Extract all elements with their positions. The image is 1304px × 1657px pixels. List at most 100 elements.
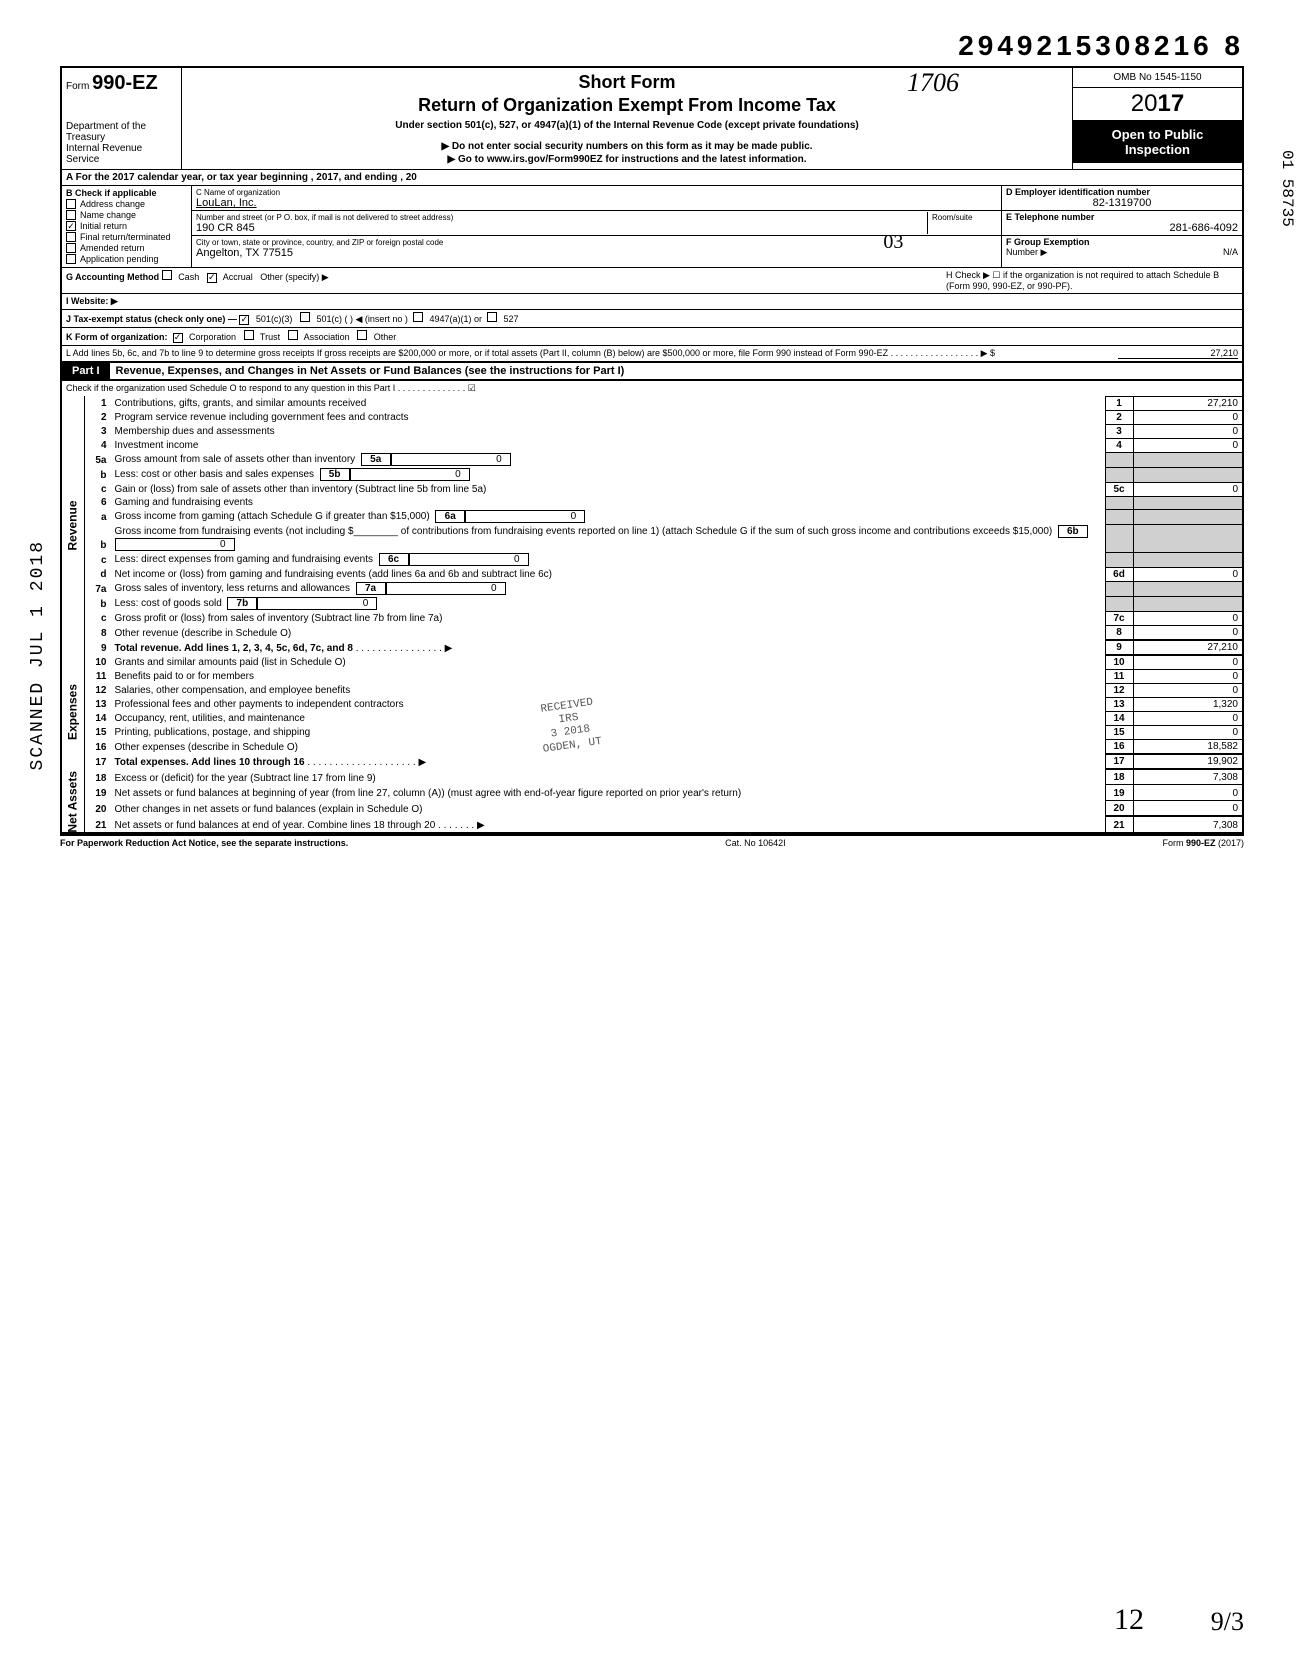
col-b-title: B Check if applicable [66,188,187,198]
line9-desc: Total revenue. Add lines 1, 2, 3, 4, 5c,… [115,643,353,654]
row-j-label: J Tax-exempt status (check only one) — [66,314,237,324]
group: N/A [1223,247,1238,257]
line6c-sub: 6c [379,553,409,566]
chk-amended[interactable] [66,243,76,253]
lbl-final: Final return/terminated [80,232,171,242]
street-label: Number and street (or P O. box, if mail … [196,213,453,222]
row-k: K Form of organization: ✓ Corporation Tr… [60,327,1244,345]
return-title: Return of Organization Exempt From Incom… [190,95,1064,116]
revenue-side: Revenue [61,396,85,655]
line14-desc: Occupancy, rent, utilities, and maintena… [111,711,1106,725]
form-header: Form 990-EZ Department of the Treasury I… [60,66,1244,169]
line4-desc: Investment income [111,438,1106,452]
row-l-amount: 27,210 [1118,348,1238,359]
scanned-stamp: SCANNED JUL 1 2018 [28,540,48,770]
row-j: J Tax-exempt status (check only one) — ✓… [60,309,1244,327]
chk-final[interactable] [66,232,76,242]
lbl-4947: 4947(a)(1) or [429,314,482,324]
line21-amt: 7,308 [1133,816,1243,833]
street: 190 CR 845 [196,222,255,234]
line6c-subamt: 0 [409,553,529,566]
lbl-501c3: 501(c)(3) [256,314,293,324]
chk-other-org[interactable] [357,330,367,340]
line6b-desc: Gross income from fundraising events (no… [115,526,1053,537]
expenses-side: Expenses [61,655,85,769]
footer-right: Form 990-EZ (2017) [1162,838,1244,848]
dept-label: Department of the Treasury [66,121,177,143]
margin-code: 01 58735 [1278,150,1296,227]
line6d-num: 6d [1105,567,1133,581]
lbl-other-org: Other [374,332,397,342]
line3-desc: Membership dues and assessments [111,424,1106,438]
line3-num: 3 [1105,424,1133,438]
line2-amt: 0 [1133,410,1243,424]
line21-num: 21 [1105,816,1133,833]
lbl-corp: Corporation [189,332,236,342]
line15-desc: Printing, publications, postage, and shi… [111,725,1106,739]
under-section: Under section 501(c), 527, or 4947(a)(1)… [190,120,1064,131]
part1-check: Check if the organization used Schedule … [60,381,1244,396]
line7b-desc: Less: cost of goods sold [115,598,222,609]
chk-assoc[interactable] [288,330,298,340]
chk-cash[interactable] [162,270,172,280]
line6-desc: Gaming and fundraising events [111,496,1106,509]
part1-label: Part I [62,363,110,379]
form-number: 990-EZ [92,72,158,94]
line2-num: 2 [1105,410,1133,424]
footer-center: Cat. No 10642I [725,838,786,848]
form-prefix: Form [66,81,89,92]
line1-desc: Contributions, gifts, grants, and simila… [111,396,1106,410]
line14-amt: 0 [1133,711,1243,725]
chk-527[interactable] [487,312,497,322]
chk-501c[interactable] [300,312,310,322]
line6b-sub: 6b [1058,525,1088,538]
group-label: F Group Exemption [1006,237,1090,247]
lbl-name: Name change [80,210,136,220]
line5c-num: 5c [1105,482,1133,496]
group-label2: Number ▶ [1006,247,1047,257]
chk-pending[interactable] [66,254,76,264]
chk-4947[interactable] [413,312,423,322]
year-prefix: 20 [1131,90,1158,117]
line12-amt: 0 [1133,683,1243,697]
row-i: I Website: ▶ [60,293,1244,309]
chk-initial[interactable]: ✓ [66,221,76,231]
chk-name[interactable] [66,210,76,220]
chk-address[interactable] [66,199,76,209]
line4-amt: 0 [1133,438,1243,452]
line1-num: 1 [1105,396,1133,410]
handwritten-03: 03 [883,231,903,254]
footer: For Paperwork Reduction Act Notice, see … [60,834,1244,850]
line21-desc: Net assets or fund balances at end of ye… [115,820,436,831]
line6d-amt: 0 [1133,567,1243,581]
line11-desc: Benefits paid to or for members [111,669,1106,683]
line6d-desc: Net income or (loss) from gaming and fun… [111,567,1106,581]
chk-corp[interactable]: ✓ [173,333,183,343]
line16-amt: 18,582 [1133,739,1243,754]
chk-501c3[interactable]: ✓ [239,315,249,325]
phone-label: E Telephone number [1006,212,1094,222]
line5c-amt: 0 [1133,482,1243,496]
handwritten-1706: 1706 [907,68,959,98]
row-h: H Check ▶ ☐ if the organization is not r… [942,268,1242,293]
line5a-sub: 5a [361,453,391,466]
line9-amt: 27,210 [1133,640,1243,655]
row-a: A For the 2017 calendar year, or tax yea… [60,169,1244,186]
line5b-desc: Less: cost or other basis and sales expe… [115,469,315,480]
line4-num: 4 [1105,438,1133,452]
chk-trust[interactable] [244,330,254,340]
main-table: Revenue 1Contributions, gifts, grants, a… [60,396,1244,835]
handwritten-12: 12 [1114,1603,1144,1637]
line11-num: 11 [1105,669,1133,683]
line15-amt: 0 [1133,725,1243,739]
line7b-subamt: 0 [257,597,377,610]
line3-amt: 0 [1133,424,1243,438]
line18-num: 18 [1105,769,1133,785]
chk-accrual[interactable]: ✓ [207,273,217,283]
line7a-sub: 7a [356,582,386,595]
row-k-label: K Form of organization: [66,332,168,342]
section-bcd: B Check if applicable Address change Nam… [60,186,1244,267]
do-not-ssn: ▶ Do not enter social security numbers o… [190,141,1064,152]
line5a-subamt: 0 [391,453,511,466]
city: Angelton, TX 77515 [196,247,293,259]
